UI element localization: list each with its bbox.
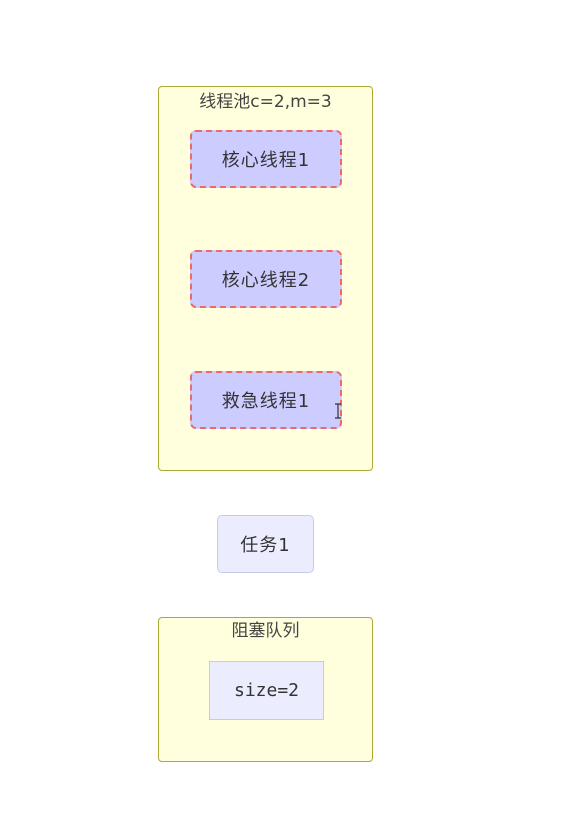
core-thread-2-label: 核心线程2 [221, 270, 311, 291]
emergency-thread-1-node[interactable]: 救急线程1 [190, 371, 342, 429]
blocking-queue-label: 阻塞队列 [231, 621, 300, 641]
task-1-node[interactable]: 任务1 [217, 515, 314, 573]
blocking-queue-cluster: 阻塞队列 size=2 [158, 617, 373, 762]
thread-pool-cluster: 线程池c=2,m=3 核心线程1 核心线程2 救急线程1 [158, 86, 373, 471]
thread-pool-label: 线程池c=2,m=3 [199, 92, 332, 112]
emergency-thread-1-label: 救急线程1 [221, 391, 311, 412]
core-thread-1-node[interactable]: 核心线程1 [190, 130, 342, 188]
task-1-label: 任务1 [240, 535, 291, 556]
core-thread-1-label: 核心线程1 [221, 150, 311, 171]
core-thread-2-node[interactable]: 核心线程2 [190, 250, 342, 308]
queue-size-label: size=2 [233, 680, 300, 701]
queue-size-node[interactable]: size=2 [209, 661, 324, 720]
text-cursor-icon [335, 403, 341, 419]
